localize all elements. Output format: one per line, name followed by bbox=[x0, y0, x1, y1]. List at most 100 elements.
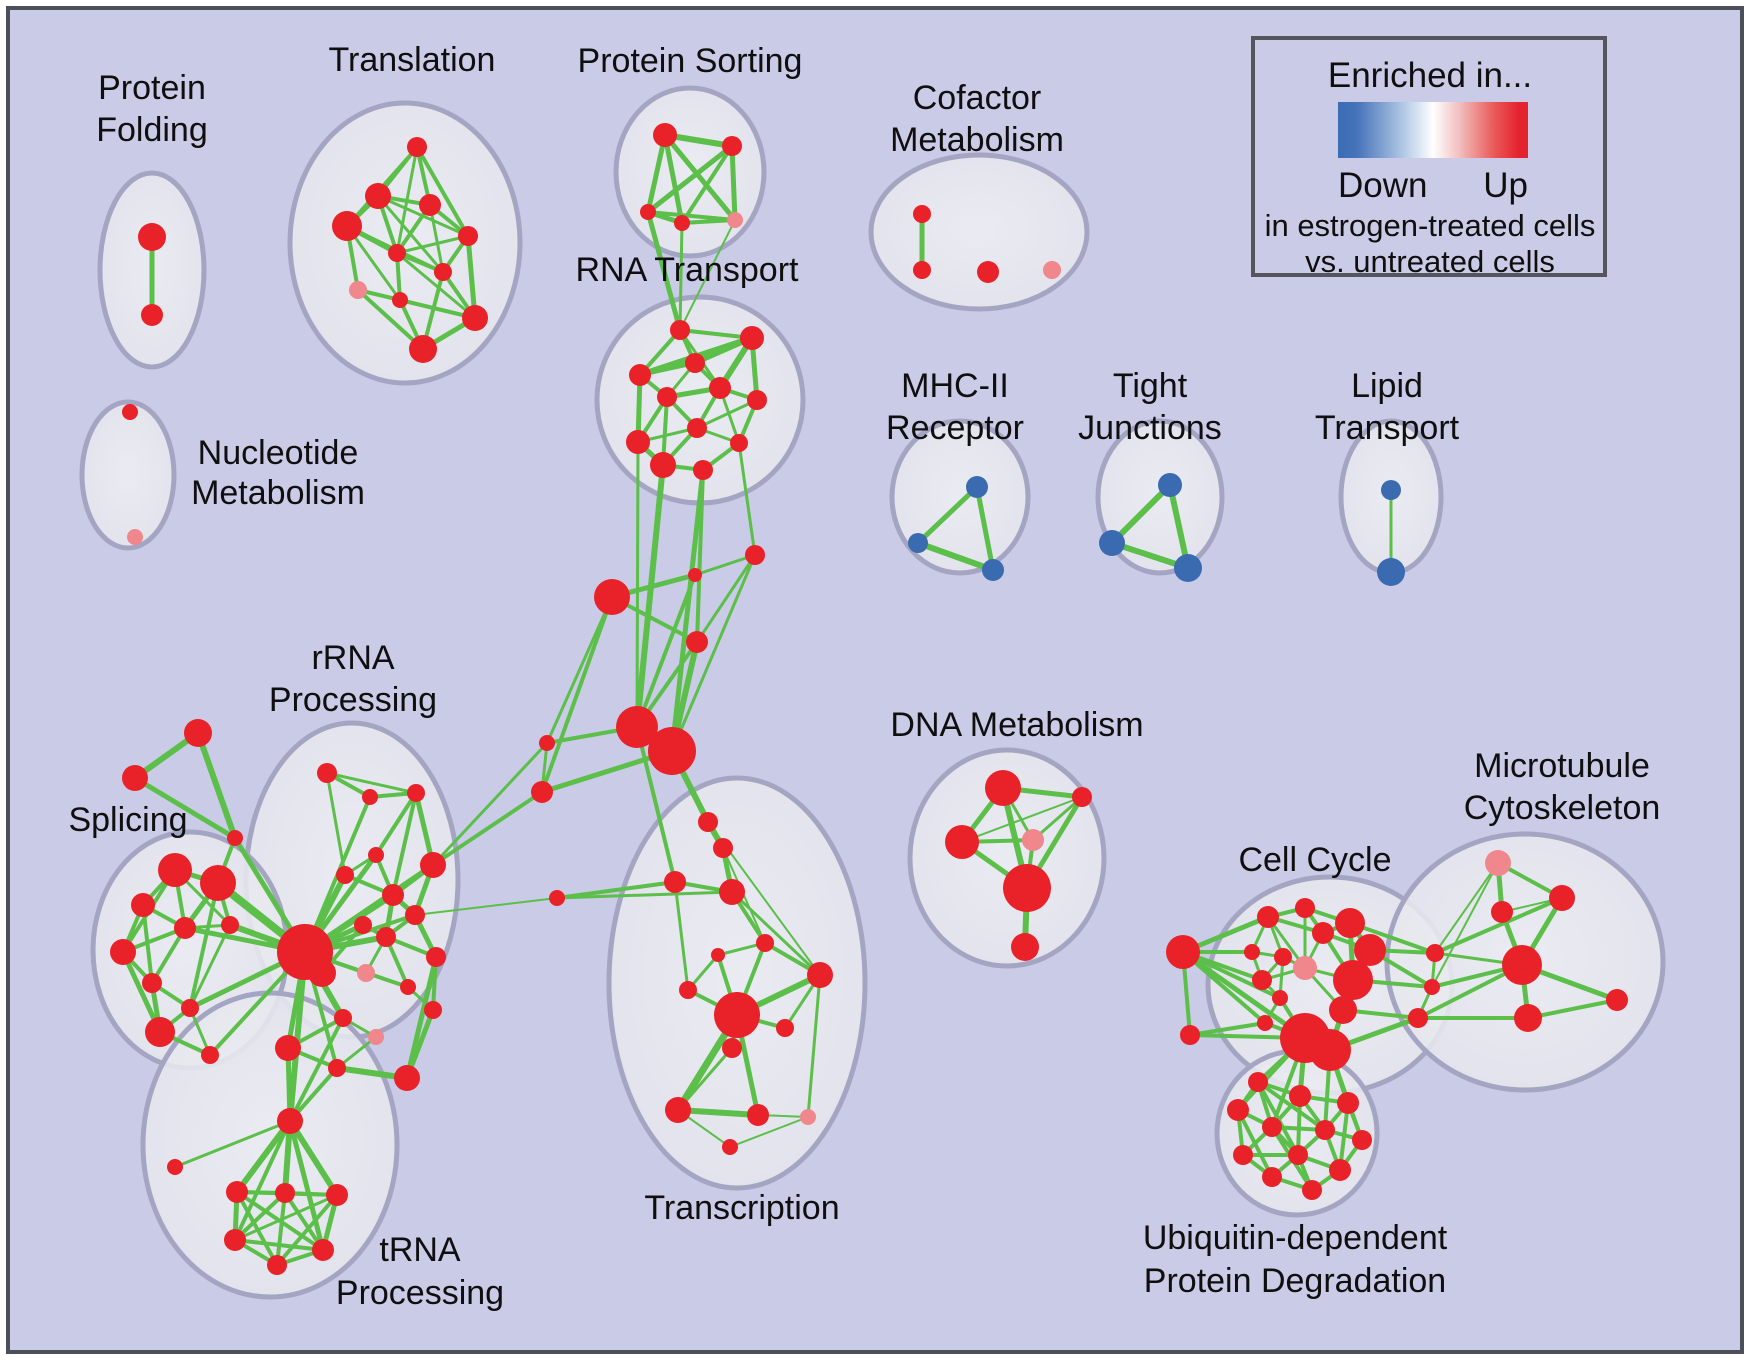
network-node-cc11 bbox=[1333, 960, 1373, 1000]
network-node-t2 bbox=[713, 838, 733, 858]
network-node-rt8 bbox=[687, 418, 707, 438]
network-edge-rt12-m4 bbox=[695, 469, 705, 643]
network-node-tx6 bbox=[711, 948, 725, 962]
network-node-rrH bbox=[405, 905, 425, 925]
cluster-ellipses-layer bbox=[79, 85, 1666, 1300]
network-edge-ps1-ps3 bbox=[645, 134, 668, 213]
network-edge-tl5-tl10 bbox=[465, 235, 478, 319]
network-node-sp8 bbox=[181, 999, 199, 1017]
network-node-nm1 bbox=[122, 404, 138, 420]
network-node-tl3 bbox=[419, 194, 441, 216]
network-node-rrA bbox=[317, 763, 337, 783]
network-node-mh3 bbox=[982, 559, 1004, 581]
network-node-tl9 bbox=[392, 292, 408, 308]
network-edge-ccSat2-cc12 bbox=[1189, 1021, 1266, 1037]
network-node-rt2 bbox=[740, 326, 764, 350]
network-edge-mh1-mh2 bbox=[916, 485, 979, 545]
network-node-spa bbox=[184, 719, 212, 747]
network-node-br3 bbox=[1408, 1008, 1428, 1028]
network-edge-rrA-rrC bbox=[326, 771, 417, 795]
network-node-ps3 bbox=[640, 204, 656, 220]
network-node-cc13 bbox=[1329, 996, 1357, 1024]
network-edge-tl8-tl11 bbox=[356, 288, 425, 351]
network-node-ub8 bbox=[1233, 1145, 1253, 1165]
network-edge-m2-m3 bbox=[694, 553, 756, 577]
network-edge-trHub-trIso bbox=[174, 1119, 291, 1169]
network-node-br1 bbox=[1426, 944, 1444, 962]
network-node-rt12 bbox=[693, 460, 713, 480]
network-edge-m3-hub2 bbox=[670, 554, 757, 752]
network-edge-trHub-trD bbox=[233, 1120, 292, 1241]
network-node-rt5 bbox=[709, 377, 731, 399]
cluster-ellipse-dna-metabolism bbox=[907, 747, 1107, 969]
network-edge-br1-mc2 bbox=[1434, 896, 1563, 955]
network-node-t3 bbox=[664, 871, 686, 893]
network-node-rrI bbox=[354, 916, 372, 934]
network-node-rt9 bbox=[626, 430, 650, 454]
network-node-ub6 bbox=[1315, 1120, 1335, 1140]
network-edge-rt10-m3 bbox=[737, 442, 757, 556]
network-edge-rrC-rrE bbox=[374, 791, 418, 857]
network-node-rt1 bbox=[670, 320, 690, 340]
network-edge-rrC-rrG bbox=[391, 792, 418, 896]
network-nodes-layer bbox=[110, 123, 1628, 1275]
network-node-tx8 bbox=[679, 981, 697, 999]
cluster-label-rrna-processing-line2: Processing bbox=[269, 681, 437, 719]
network-node-tj3 bbox=[1174, 554, 1202, 582]
network-node-rrF bbox=[336, 866, 354, 884]
network-edge-tx13-tx14 bbox=[677, 1107, 759, 1118]
network-node-sp1 bbox=[158, 853, 192, 887]
network-node-mc5 bbox=[1514, 1004, 1542, 1032]
network-node-cc8 bbox=[1354, 934, 1386, 966]
cluster-label-transcription: Transcription bbox=[644, 1189, 839, 1227]
network-node-rrN bbox=[424, 1001, 442, 1019]
network-node-dm5 bbox=[1003, 864, 1051, 912]
network-node-ub11 bbox=[1262, 1167, 1282, 1187]
network-node-cf1 bbox=[913, 205, 931, 223]
network-node-ub3 bbox=[1337, 1092, 1359, 1114]
network-edge-rrD-s2 bbox=[431, 790, 544, 867]
network-node-ccB2 bbox=[1309, 1029, 1351, 1071]
network-edge-trHub-rrHub bbox=[287, 951, 308, 1122]
network-node-tl4 bbox=[332, 211, 362, 241]
network-node-rrG bbox=[382, 884, 404, 906]
network-node-tl1 bbox=[407, 137, 427, 157]
network-node-sp2 bbox=[200, 865, 236, 901]
network-edge-t3-tx8 bbox=[673, 881, 690, 991]
network-node-sp4 bbox=[174, 917, 196, 939]
cluster-label-rrna-processing-line1: rRNA bbox=[311, 639, 394, 677]
network-edge-m3-m4 bbox=[695, 554, 757, 643]
network-node-nm2 bbox=[127, 529, 143, 545]
network-node-spc bbox=[227, 830, 243, 846]
network-edge-ps3-rt1 bbox=[645, 211, 683, 331]
cluster-label-ubiquitin-degradation-line1: Ubiquitin-dependent bbox=[1143, 1219, 1448, 1257]
network-edge-trB-trD bbox=[233, 1191, 287, 1242]
network-node-trE bbox=[312, 1239, 334, 1261]
network-node-tx12 bbox=[722, 1038, 742, 1058]
network-node-tl2 bbox=[365, 183, 391, 209]
network-node-spb bbox=[122, 765, 148, 791]
network-edge-rrK-rrS bbox=[404, 956, 439, 1079]
network-node-cf3 bbox=[977, 261, 999, 283]
cluster-label-mhc-ii-receptor-line2: Receptor bbox=[886, 409, 1024, 447]
network-node-trIso bbox=[167, 1159, 183, 1175]
network-node-tx11 bbox=[776, 1019, 794, 1037]
cluster-label-tight-junctions-line1: Tight bbox=[1113, 367, 1188, 405]
network-edge-ps1-ps4 bbox=[662, 134, 685, 224]
network-edge-tl1-tl5 bbox=[415, 146, 470, 237]
network-node-mc2 bbox=[1549, 885, 1575, 911]
cluster-label-rna-transport: RNA Transport bbox=[576, 251, 800, 289]
network-node-cc10 bbox=[1272, 990, 1288, 1006]
cluster-label-nucleotide-metabolism-line1: Nucleotide bbox=[198, 434, 359, 472]
network-edge-spb-spc bbox=[133, 775, 237, 841]
network-node-ccSat bbox=[1166, 935, 1200, 969]
network-node-cc12 bbox=[1257, 1015, 1273, 1031]
network-node-tl6 bbox=[388, 244, 406, 262]
network-edge-trHub-rrO bbox=[288, 1017, 345, 1122]
cluster-label-protein-sorting: Protein Sorting bbox=[578, 42, 803, 80]
cluster-label-trna-processing-line1: tRNA bbox=[379, 1231, 461, 1269]
network-edge-t5-t3 bbox=[556, 880, 676, 900]
network-node-tx14 bbox=[747, 1104, 769, 1126]
network-edge-trHub-trA bbox=[234, 1119, 293, 1194]
